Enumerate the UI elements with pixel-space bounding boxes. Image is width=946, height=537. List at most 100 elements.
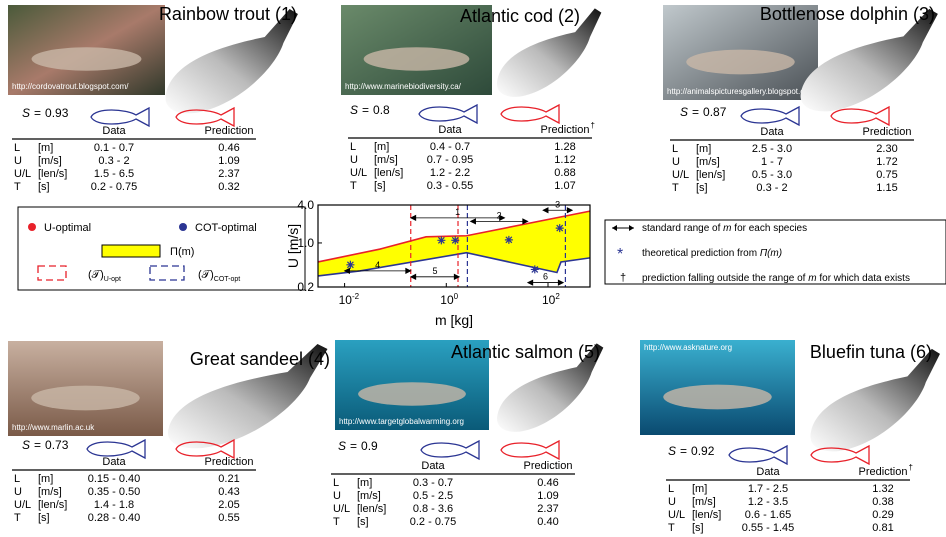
note-text: prediction falling outside the range of … [642,273,910,284]
row-data: 0.3 - 2 [98,155,129,167]
row-prediction: 2.37 [218,168,239,180]
row-prediction: 1.09 [537,490,558,502]
x-tick-label: 100 [440,292,458,307]
note-text: standard range of m for each species [642,223,807,234]
x-tick-exp: 2 [555,292,560,301]
score-relation: = [34,438,41,452]
row-unit: [m/s] [38,155,62,167]
table-header: Data [756,466,780,478]
table-header: Prediction [205,456,254,468]
photo-credit: http://www.targetglobalwarming.org [339,417,464,426]
dagger: † [908,463,912,472]
note-part: for which data exists [817,273,910,284]
row-unit: [len/s] [692,509,721,521]
row-data: 1.2 - 3.5 [748,496,788,508]
row-unit: [s] [38,512,50,524]
range-label: 3 [555,199,560,209]
shape-cot [729,446,787,464]
legend-tcot-box [150,266,184,280]
legend-tu: (𝒯)U-opt [88,269,121,283]
species-title: Atlantic cod (2) [460,6,580,26]
row-data: 0.5 - 2.5 [413,490,453,502]
row-label: L [14,142,20,154]
shape-cot [91,108,149,126]
range-label: 2 [497,210,502,220]
shape-u [501,441,559,459]
range-label: 1 [455,207,460,217]
row-prediction: 1.07 [554,180,575,192]
table-header: Data [102,456,126,468]
row-data: 1.5 - 6.5 [94,168,134,180]
score-relation: = [350,439,357,453]
shape-u [831,107,889,125]
note-part: standard range of [642,223,723,234]
row-label: L [668,483,674,495]
row-unit: [m] [696,143,711,155]
x-tick-base: 10 [542,293,556,307]
row-unit: [len/s] [374,167,403,179]
row-label: L [350,141,356,153]
photo-fish [686,50,795,75]
row-label: U [668,496,676,508]
row-data: 0.4 - 0.7 [430,141,470,153]
row-label: T [14,181,21,193]
x-axis-label: m [kg] [435,312,473,328]
score: S=0.9 [338,439,378,453]
score-relation: = [680,444,687,458]
legend-u-dot [28,223,36,231]
score-symbol: S [350,103,358,117]
row-prediction: 0.40 [537,516,558,528]
species-title: Atlantic salmon (5) [451,342,600,362]
figure: http://cordovatrout.blogspot.com/Rainbow… [0,0,946,537]
row-unit: [m] [692,483,707,495]
legend-t-sub: COT-opt [214,276,241,283]
species-title: Rainbow trout (1) [159,4,297,24]
table-header: Data [421,460,445,472]
dagger: † [590,121,594,130]
note-part: Π(m) [760,248,782,259]
row-data: 1.2 - 2.2 [430,167,470,179]
row-unit: [m/s] [38,486,62,498]
row-unit: [s] [696,182,708,194]
species-title: Bluefin tuna (6) [810,342,932,362]
row-prediction: 0.55 [218,512,239,524]
row-data: 0.55 - 1.45 [742,522,795,534]
row-label: T [333,516,340,528]
x-tick-exp: 0 [454,292,459,301]
row-data: 1.7 - 2.5 [748,483,788,495]
table-header: Prediction [524,460,573,472]
row-label: U [350,154,358,166]
fish-model [810,349,940,451]
x-tick-base: 10 [440,293,454,307]
row-prediction: 0.43 [218,486,239,498]
photo-credit: http://www.marlin.ac.uk [12,423,95,432]
row-label: T [14,512,21,524]
row-prediction: 1.32 [872,483,893,495]
row-prediction: 0.21 [218,473,239,485]
legend-pi: Π(m) [170,246,194,258]
photo-fish [32,47,142,70]
photo-fish [663,385,772,410]
photo-credit: http://cordovatrout.blogspot.com/ [12,82,129,91]
row-prediction: 0.32 [218,181,239,193]
row-prediction: 1.09 [218,155,239,167]
prediction-star [556,224,564,232]
shape-u [811,446,869,464]
score-value: 0.8 [373,103,390,117]
row-label: U/L [14,499,31,511]
row-unit: [s] [692,522,704,534]
score-value: 0.73 [45,438,69,452]
row-label: T [672,182,679,194]
table-header: Data [760,126,784,138]
row-unit: [len/s] [696,169,725,181]
row-label: L [14,473,20,485]
fish-model [801,9,938,111]
legend-pi-swatch [102,245,160,257]
row-data: 0.2 - 0.75 [91,181,137,193]
photo-fish [358,382,466,405]
score: S=0.92 [668,444,715,458]
legend-box [18,207,305,290]
note-star: * [617,246,623,263]
y-tick-label: 0.2 [297,280,314,294]
legend-tcot: (𝒯)COT-opt [198,269,240,283]
